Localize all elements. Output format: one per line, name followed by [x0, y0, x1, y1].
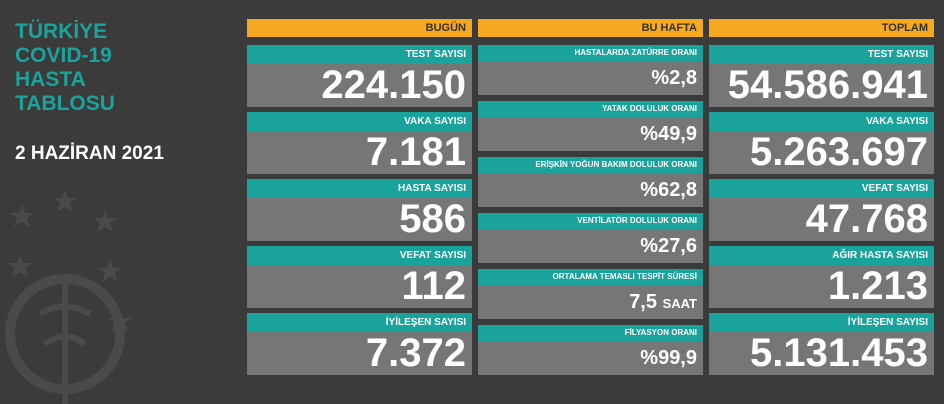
- stat-label: TEST SAYISI: [709, 45, 934, 64]
- stat-value-box: 224.150: [247, 64, 472, 107]
- stat-value-box: 5.263.697: [709, 131, 934, 174]
- stat-value: 47.768: [805, 197, 928, 241]
- title-line: TABLOSU: [15, 92, 115, 115]
- stat-value-box: 54.586.941: [709, 64, 934, 107]
- stat-label: İYİLEŞEN SAYISI: [709, 313, 934, 332]
- stat-value: 224.150: [321, 63, 466, 107]
- stat-value: 7.181: [365, 130, 466, 174]
- stat-value: 112: [401, 264, 466, 308]
- stat-label: YATAK DOLULUK ORANI: [478, 101, 703, 117]
- stat-label: TEST SAYISI: [247, 45, 472, 64]
- stat-value-box: 112: [247, 265, 472, 308]
- stat-value: %2,8: [651, 67, 697, 89]
- title-line: COVID-19: [15, 44, 112, 67]
- stat-label: ERİŞKİN YOĞUN BAKIM DOLULUK ORANI: [478, 157, 703, 173]
- title: TÜRKİYE COVID-19 HASTA TABLOSU: [15, 20, 115, 116]
- stat-value: 7.372: [365, 331, 466, 375]
- stat-value-box: %62,8: [478, 173, 703, 207]
- stat-label: VEFAT SAYISI: [247, 246, 472, 265]
- stat-value: 1.213: [827, 264, 928, 308]
- stat-label: HASTALARDA ZATÜRRE ORANI: [478, 45, 703, 61]
- stat-label: HASTA SAYISI: [247, 179, 472, 198]
- stat-value-box: 47.768: [709, 198, 934, 241]
- stat-value-box: 7.181: [247, 131, 472, 174]
- stat-label: FİLYASYON ORANI: [478, 325, 703, 341]
- stat-label: ORTALAMA TEMASLI TESPİT SÜRESİ: [478, 269, 703, 285]
- stat-value-box: %99,9: [478, 341, 703, 375]
- stat-unit: SAAT: [662, 296, 697, 311]
- stat-value: 586: [399, 197, 466, 241]
- stat-label: İYİLEŞEN SAYISI: [247, 313, 472, 332]
- stat-value: 5.131.453: [750, 331, 928, 375]
- stat-value-box: %2,8: [478, 61, 703, 95]
- stat-value: 54.586.941: [727, 63, 928, 107]
- title-line: TÜRKİYE: [15, 20, 108, 43]
- stat-value: %49,9: [640, 123, 697, 145]
- stat-value-box: 7,5 SAAT: [478, 285, 703, 319]
- column-header: BUGÜN: [247, 19, 472, 37]
- stat-value: %62,8: [640, 179, 697, 201]
- stat-value: %27,6: [640, 235, 697, 257]
- stat-value: 7,5: [629, 291, 657, 313]
- stat-value-box: 1.213: [709, 265, 934, 308]
- stat-value: %99,9: [640, 347, 697, 369]
- stat-label: VEFAT SAYISI: [709, 179, 934, 198]
- date: 2 HAZİRAN 2021: [15, 143, 164, 164]
- stat-label: VAKA SAYISI: [247, 112, 472, 131]
- stat-value-box: 7.372: [247, 332, 472, 375]
- emblem: [5, 189, 132, 404]
- column-header: BU HAFTA: [478, 19, 703, 37]
- title-line: HASTA: [15, 68, 86, 91]
- stat-value-box: 586: [247, 198, 472, 241]
- stat-value-box: %27,6: [478, 229, 703, 263]
- stat-label: AĞIR HASTA SAYISI: [709, 246, 934, 265]
- stat-value-box: 5.131.453: [709, 332, 934, 375]
- stat-label: VENTİLATÖR DOLULUK ORANI: [478, 213, 703, 229]
- stat-value: 5.263.697: [750, 130, 928, 174]
- column-header: TOPLAM: [709, 19, 934, 37]
- stat-value-box: %49,9: [478, 117, 703, 151]
- stat-label: VAKA SAYISI: [709, 112, 934, 131]
